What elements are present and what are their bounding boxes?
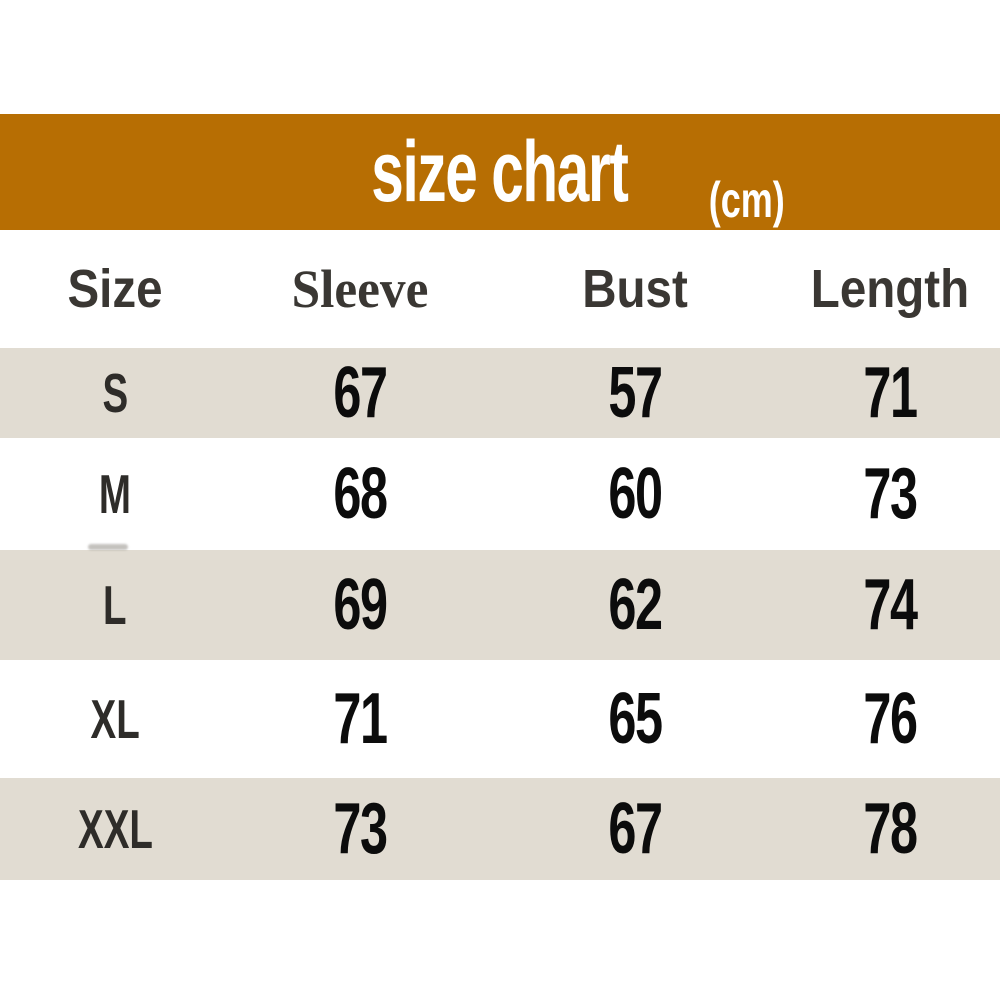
size-cell: L [103, 573, 127, 636]
table-row-xl: XL 71 65 76 [0, 660, 1000, 778]
title-group: size chart (cm) [311, 124, 799, 225]
size-cell: S [102, 361, 128, 424]
size-cell: M [98, 462, 132, 525]
size-table: Size Sleeve Bust Length S 67 57 71 M 68 … [0, 230, 1000, 880]
sleeve-cell: 69 [333, 565, 388, 645]
table-row-l: L 69 62 74 [0, 550, 1000, 660]
bust-cell: 57 [608, 353, 663, 433]
unit-label: (cm) [708, 172, 785, 228]
sleeve-cell: 71 [333, 679, 388, 759]
scan-artifact-smudge [88, 544, 128, 550]
page-title: size chart [371, 124, 629, 220]
column-header-sleeve: Sleeve [291, 259, 429, 319]
sleeve-cell: 73 [333, 789, 388, 869]
bust-cell: 62 [608, 565, 663, 645]
column-header-length: Length [810, 259, 970, 319]
length-cell: 74 [863, 565, 918, 645]
length-cell: 78 [863, 789, 918, 869]
bust-cell: 60 [608, 454, 663, 534]
length-cell: 76 [863, 679, 918, 759]
bust-cell: 65 [608, 679, 663, 759]
sleeve-cell: 67 [333, 353, 388, 433]
title-banner: size chart (cm) [0, 114, 1000, 230]
length-cell: 73 [863, 454, 918, 534]
table-row-s: S 67 57 71 [0, 348, 1000, 438]
size-cell: XL [90, 687, 140, 750]
table-row-m: M 68 60 73 [0, 438, 1000, 550]
table-row-xxl: XXL 73 67 78 [0, 778, 1000, 880]
sleeve-cell: 68 [333, 454, 388, 534]
table-header-row: Size Sleeve Bust Length [0, 230, 1000, 348]
length-cell: 71 [863, 353, 918, 433]
bust-cell: 67 [608, 789, 663, 869]
column-header-bust: Bust [582, 259, 688, 319]
size-cell: XXL [77, 797, 153, 860]
column-header-size: Size [67, 259, 163, 319]
